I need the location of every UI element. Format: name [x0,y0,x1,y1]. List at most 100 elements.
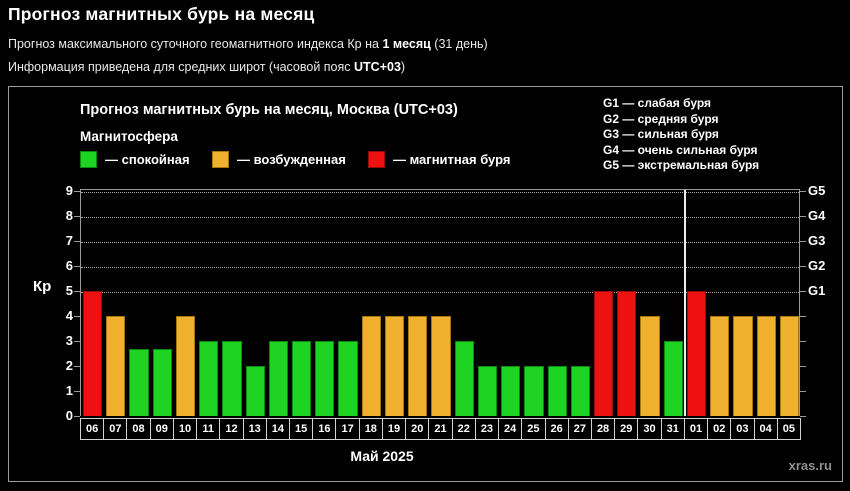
y-axis-label: Кр [33,278,52,295]
right-axis-label-g4: G4 [808,208,826,223]
kp-bar-17-quiet [338,341,358,416]
date-box-11: 11 [196,418,221,440]
right-axis-label-g3: G3 [808,233,826,248]
magnetosphere-legend: — спокойная — возбужденная — магнитная бур… [80,149,600,169]
y-tick-label-3: 3 [65,333,73,348]
date-box-30: 30 [637,418,662,440]
legend-item-active: — возбужденная [212,149,346,169]
month-separator [683,190,686,416]
date-box-25: 25 [521,418,546,440]
kp-bar-24-quiet [501,366,521,416]
kp-bar-14-quiet [268,341,289,416]
chart-panel: Прогноз магнитных бурь на месяц, Москва … [8,86,843,482]
page-title: Прогноз магнитных бурь на месяц [8,4,315,24]
subtitle-1-suffix: (31 день) [430,37,488,51]
y-tick-right-8 [800,216,806,217]
legend-title: Магнитосфера [80,129,178,144]
subtitle-2-suffix: ) [400,60,406,74]
kp-bar-05-active [779,316,799,416]
g-scale-line-2: G2 — средняя буря [603,111,719,126]
date-box-22: 22 [451,418,476,440]
kp-bar-15-quiet [292,341,312,416]
kp-bar-12-quiet [222,341,242,416]
date-box-02: 02 [707,418,732,440]
y-tick-right-9 [800,191,806,192]
date-box-29: 29 [614,418,639,440]
kp-bar-23-quiet [477,366,498,416]
legend-label-quiet: — спокойная [105,151,190,167]
subtitle-1-text: Прогноз максимального суточного геомагни… [8,37,383,51]
subtitle-1-bold: 1 месяц [382,37,431,51]
kp-bar-26-quiet [547,366,567,416]
y-tick-left-2 [74,366,80,367]
kp-bar-09-quiet [152,348,172,416]
y-tick-label-2: 2 [65,358,73,373]
y-tick-label-5: 5 [65,283,73,298]
y-tick-left-1 [74,391,80,392]
date-box-28: 28 [590,418,616,440]
date-box-23: 23 [474,418,500,440]
date-box-08: 08 [126,418,151,440]
kp-bar-31-quiet [663,341,683,416]
kp-bar-03-active [733,316,753,416]
legend-item-storm: — магнитная буря [368,149,510,169]
y-tick-right-0 [800,416,806,417]
kp-bar-27-quiet [570,366,590,416]
chart-title: Прогноз магнитных бурь на месяц, Москва … [80,102,458,118]
date-box-27: 27 [567,418,592,440]
date-box-13: 13 [242,418,267,440]
y-tick-left-9 [74,191,80,192]
kp-bar-28-storm [593,291,614,416]
kp-bar-16-quiet [315,341,335,416]
date-box-21: 21 [428,418,453,440]
right-axis-label-g2: G2 [808,258,826,273]
x-axis-label: Май 2025 [350,448,414,464]
date-box-20: 20 [405,418,430,440]
date-box-04: 04 [753,418,778,440]
date-box-15: 15 [289,418,314,440]
kp-bar-08-quiet [129,348,149,416]
legend-label-active: — возбужденная [237,151,346,167]
date-box-09: 09 [149,418,174,440]
y-tick-label-0: 0 [65,408,73,423]
y-tick-label-9: 9 [65,183,73,198]
kp-bar-02-active [710,316,730,416]
page-subtitle-2: Информация приведена для средних широт (… [8,60,405,74]
kp-bar-01-storm [686,291,707,416]
date-box-24: 24 [498,418,523,440]
kp-bar-29-storm [617,291,637,416]
y-tick-right-7 [800,241,806,242]
kp-bar-13-quiet [245,366,265,416]
gridline-kp8 [81,217,799,218]
gridline-kp7 [81,242,799,243]
kp-bar-22-quiet [454,341,474,416]
date-box-19: 19 [381,418,407,440]
y-tick-label-7: 7 [65,233,73,248]
plot-area [80,189,800,416]
kp-bar-19-active [384,316,405,416]
kp-bar-04-active [756,316,776,416]
date-box-01: 01 [683,418,709,440]
y-tick-right-3 [800,341,806,342]
date-box-16: 16 [312,418,337,440]
y-tick-label-4: 4 [65,308,73,323]
kp-bar-20-active [408,316,428,416]
date-box-05: 05 [776,418,801,440]
y-tick-right-1 [800,391,806,392]
subtitle-2-text: Информация приведена для средних широт (… [8,60,354,74]
right-axis-label-g1: G1 [808,283,826,298]
y-tick-left-3 [74,341,80,342]
y-tick-left-4 [74,316,80,317]
y-tick-label-6: 6 [65,258,73,273]
g-scale-legend: G1 — слабая буря G2 — средняя буря G3 — си… [603,96,759,174]
gridline-kp5 [81,292,799,293]
gridline-kp6 [81,267,799,268]
date-box-06: 06 [80,418,105,440]
date-box-07: 07 [103,418,128,440]
kp-bar-10-active [175,316,196,416]
legend-item-quiet: — спокойная [80,149,190,169]
date-box-17: 17 [335,418,360,440]
legend-label-storm: — магнитная буря [393,151,511,167]
legend-swatch-storm [368,150,385,168]
